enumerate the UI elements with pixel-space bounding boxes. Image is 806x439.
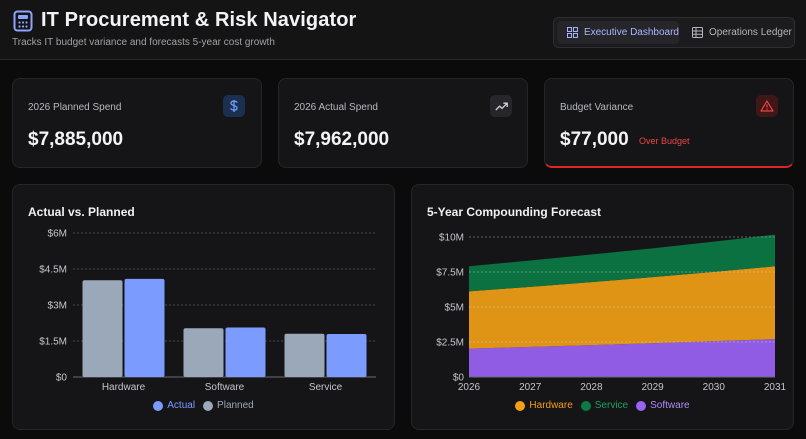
area-software [469,339,775,377]
alert-triangle-icon [756,95,778,117]
chart-title: 5-Year Compounding Forecast [427,205,602,219]
x-tick-label: 2031 [764,382,787,393]
page-title: IT Procurement & Risk Navigator [41,9,357,31]
bar-chart: $0 $1.5M $3M $4.5M $6M Hardware Software Servic… [39,229,376,393]
dollar-icon [223,95,245,117]
x-tick-label: 2029 [641,382,664,393]
page-subtitle: Tracks IT budget variance and forecasts … [12,37,275,48]
kpi-value: $7,885,000 [28,129,124,150]
chart-legend: Hardware Service Software [412,400,793,411]
legend-swatch [515,400,526,411]
trending-up-icon [490,95,512,117]
y-tick-label: $1.5M [39,337,67,348]
kpi-card-planned-spend: 2026 Planned Spend $7,885,000 [12,78,262,168]
kpi-card-budget-variance: Budget Variance $77,000 Over Budget [544,78,794,168]
area-hardware [469,266,775,349]
bar-planned-software [183,328,224,377]
bar-actual-hardware [124,278,165,377]
tab-operations-ledger[interactable]: Operations Ledger [682,21,792,44]
y-tick-label: $7.5M [436,268,464,279]
x-tick-label: 2026 [458,382,481,393]
x-tick-label: 2030 [703,382,726,393]
x-tick-label: Software [205,382,245,393]
bar-planned-service [284,333,325,377]
y-tick-label: $6M [48,229,67,240]
legend-label: Service [594,400,629,411]
kpi-label: 2026 Actual Spend [294,102,378,113]
area-chart: $0 $2.5M $5M $7.5M $10M 2026 2027 2028 2029 2030 2… [436,233,787,394]
legend-label: Planned [217,400,254,411]
y-tick-label: $0 [453,373,465,384]
legend-label: Software [650,400,690,411]
y-tick-label: $5M [445,303,464,314]
legend-item-planned[interactable]: Planned [203,400,254,411]
legend-item-actual[interactable]: Actual [153,400,195,411]
legend-swatch [636,400,647,411]
y-tick-label: $4.5M [39,265,67,276]
y-tick-label: $2.5M [436,338,464,349]
legend-item-hardware[interactable]: Hardware [515,400,573,411]
legend-item-service[interactable]: Service [580,400,629,411]
legend-item-software[interactable]: Software [636,400,690,411]
bar-actual-software [225,327,266,377]
tab-label: Executive Dashboard [583,27,679,38]
tab-label: Operations Ledger [709,27,792,38]
legend-label: Actual [167,400,196,411]
legend-label: Hardware [529,400,573,411]
grid-icon [567,27,578,38]
kpi-value: $77,000 [560,129,629,150]
over-budget-badge: Over Budget [639,136,690,146]
view-tabs: Executive Dashboard Operations Ledger [553,17,795,48]
kpi-value: $7,962,000 [294,129,390,150]
forecast-chart-card: 5-Year Compounding Forecast $0 $2.5M $5M $7… [411,184,794,430]
x-tick-label: 2027 [519,382,542,393]
kpi-label: Budget Variance [560,102,634,113]
tab-executive-dashboard[interactable]: Executive Dashboard [557,21,679,44]
x-tick-label: 2028 [580,382,603,393]
chart-legend: Actual Planned [13,400,394,411]
actual-vs-planned-chart-card: Actual vs. Planned $0 $1.5M $3M $4.5M $6M Har… [12,184,395,430]
legend-swatch [580,400,591,411]
x-tick-label: Service [309,382,343,393]
table-icon [692,27,703,38]
bar-planned-hardware [82,280,123,377]
x-tick-label: Hardware [102,382,146,393]
calculator-icon [13,10,33,32]
area-service [469,234,775,292]
kpi-card-actual-spend: 2026 Actual Spend $7,962,000 [278,78,528,168]
y-tick-label: $3M [48,301,67,312]
kpi-label: 2026 Planned Spend [28,102,122,113]
bar-actual-service [326,334,367,377]
legend-swatch [153,400,164,411]
chart-title: Actual vs. Planned [28,205,135,219]
legend-swatch [203,400,214,411]
app-header: IT Procurement & Risk Navigator Tracks I… [0,0,806,60]
y-tick-label: $10M [439,233,464,244]
y-tick-label: $0 [56,373,68,384]
